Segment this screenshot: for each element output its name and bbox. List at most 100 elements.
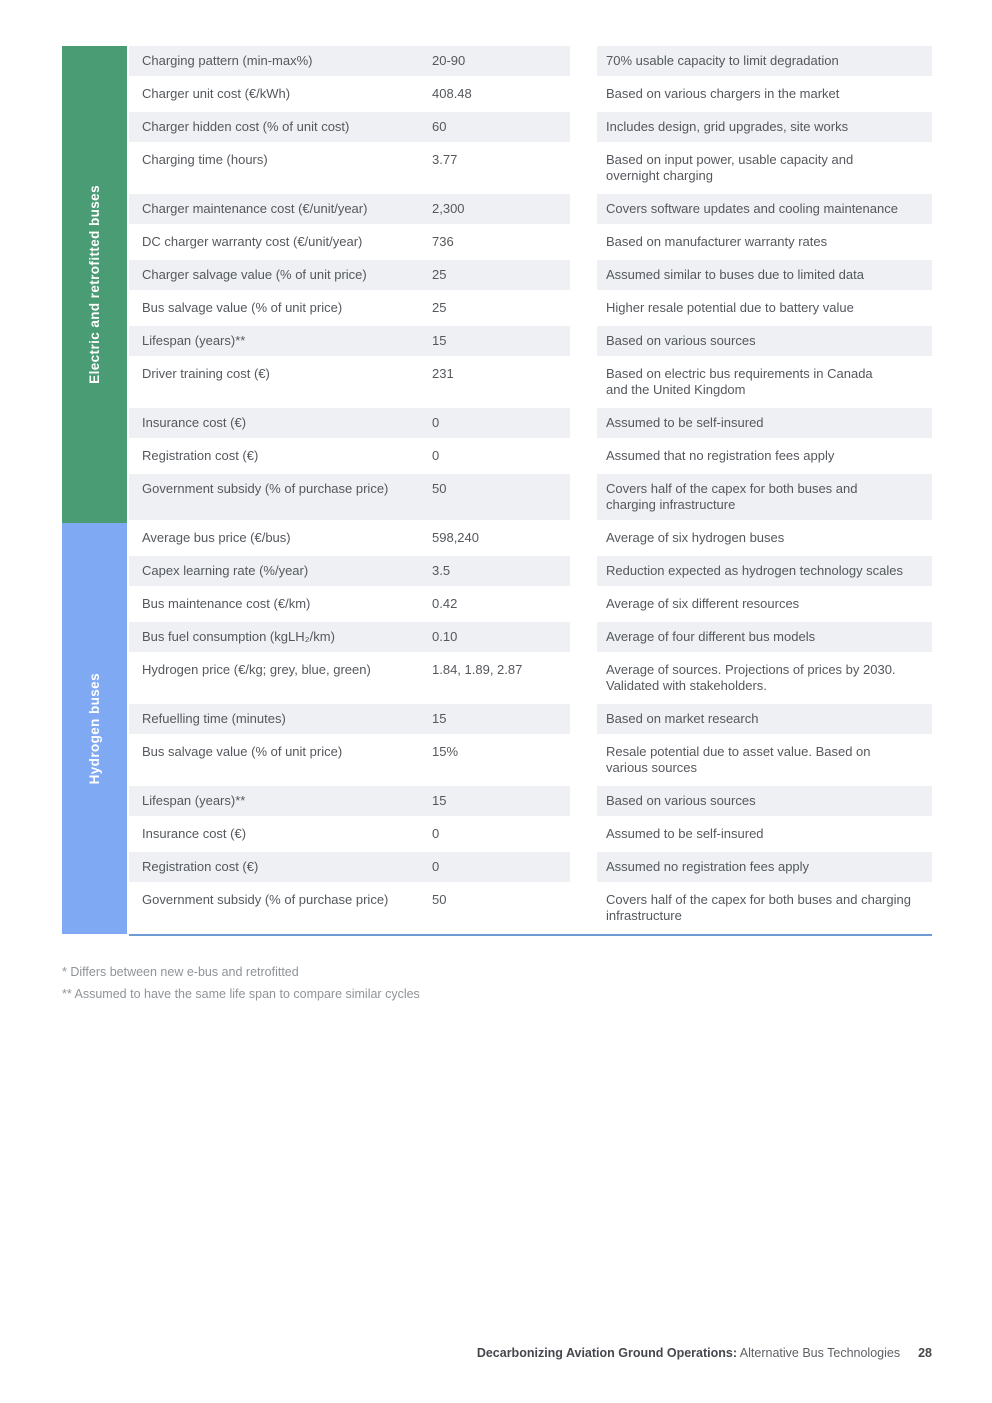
- parameter-name: Government subsidy (% of purchase price): [142, 892, 389, 907]
- row-band-left: Lifespan (years)** 15: [129, 326, 570, 356]
- parameter-name: Average bus price (€/bus): [142, 530, 291, 545]
- parameter-value: 15%: [432, 744, 459, 759]
- parameter-description: Based on various chargers in the market: [606, 86, 840, 101]
- parameter-value: 0: [432, 826, 440, 841]
- row-band-left: Charger hidden cost (% of unit cost) 60: [129, 112, 570, 142]
- row-band-left: Capex learning rate (%/year) 3.5: [129, 556, 570, 586]
- table-row: Insurance cost (€) 0 Assumed to be self-in…: [129, 819, 932, 849]
- row-band-left: Bus maintenance cost (€/km) 0.42: [129, 589, 570, 619]
- parameter-name: Bus salvage value (% of unit price): [142, 744, 343, 759]
- parameter-value: 0: [432, 415, 440, 430]
- row-band-left: Government subsidy (% of purchase price)…: [129, 474, 570, 520]
- row-band-left: Bus salvage value (% of unit price) 15%: [129, 737, 570, 783]
- parameter-value: 60: [432, 119, 447, 134]
- parameter-description: Based on input power, usable capacity an…: [606, 152, 854, 183]
- parameter-description: Assumed similar to buses due to limited …: [597, 260, 932, 290]
- parameter-description: Reduction expected as hydrogen technolog…: [597, 556, 932, 586]
- parameter-description: Based on various sources: [597, 326, 932, 356]
- table-bottom-rule: [129, 934, 932, 936]
- row-band-left: Insurance cost (€) 0: [129, 408, 570, 438]
- parameter-description: Includes design, grid upgrades, site wor…: [597, 112, 932, 142]
- table-row: Average bus price (€/bus) 598,240 Average …: [129, 523, 932, 553]
- section-electric: Electric and retrofitted buses Charging p…: [62, 46, 932, 523]
- document-title-regular: Alternative Bus Technologies: [737, 1346, 901, 1360]
- parameter-description: Resale potential due to asset value. Bas…: [606, 744, 871, 775]
- parameter-value: 15: [432, 333, 447, 348]
- parameter-description: Higher resale potential due to battery v…: [606, 300, 854, 315]
- row-band-left: Insurance cost (€) 0: [129, 819, 570, 849]
- table-row: Bus salvage value (% of unit price) 25 Hig…: [129, 293, 932, 323]
- row-band-left: Refuelling time (minutes) 15: [129, 704, 570, 734]
- section-rows: Average bus price (€/bus) 598,240 Average …: [129, 523, 932, 934]
- parameter-name: Lifespan (years)**: [142, 793, 246, 808]
- row-band-left: Bus fuel consumption (kgLH₂/km) 0.10: [129, 622, 570, 652]
- row-band-left: Charging pattern (min-max%) 20-90: [129, 46, 570, 76]
- parameter-value: 0.42: [432, 596, 458, 611]
- table-row: Bus salvage value (% of unit price) 15% Re…: [129, 737, 932, 783]
- table-row: Insurance cost (€) 0 Assumed to be self-in…: [129, 408, 932, 438]
- table-row: Charger salvage value (% of unit price) 2…: [129, 260, 932, 290]
- parameter-name: Government subsidy (% of purchase price): [142, 481, 389, 496]
- parameter-name: DC charger warranty cost (€/unit/year): [142, 234, 363, 249]
- parameter-value: 15: [432, 711, 447, 726]
- table-row: Lifespan (years)** 15 Based on various sou…: [129, 326, 932, 356]
- table-row: DC charger warranty cost (€/unit/year) 73…: [129, 227, 932, 257]
- parameter-value: 2,300: [432, 201, 465, 216]
- document-title-bold: Decarbonizing Aviation Ground Operations…: [476, 1346, 738, 1360]
- row-band-left: Driver training cost (€) 231: [129, 359, 570, 405]
- parameter-name: Charger maintenance cost (€/unit/year): [142, 201, 368, 216]
- parameter-name: Insurance cost (€): [142, 826, 247, 841]
- row-band-left: Average bus price (€/bus) 598,240: [129, 523, 570, 553]
- table-row: Registration cost (€) 0 Assumed that no re…: [129, 441, 932, 471]
- row-band-left: Hydrogen price (€/kg; grey, blue, green)…: [129, 655, 570, 701]
- row-band-left: Bus salvage value (% of unit price) 25: [129, 293, 570, 323]
- parameter-name: Bus salvage value (% of unit price): [142, 300, 343, 315]
- section-rows: Charging pattern (min-max%) 20-90 70% usab…: [129, 46, 932, 523]
- parameter-value: 736: [432, 234, 454, 249]
- table-row: Government subsidy (% of purchase price)…: [129, 885, 932, 931]
- table-row: Lifespan (years)** 15 Based on various sou…: [129, 786, 932, 816]
- parameter-name: Registration cost (€): [142, 448, 259, 463]
- table-row: Government subsidy (% of purchase price)…: [129, 474, 932, 520]
- parameter-value: 598,240: [432, 530, 479, 545]
- table-row: Charger unit cost (€/kWh) 408.48 Based on …: [129, 79, 932, 109]
- parameter-name: Charger hidden cost (% of unit cost): [142, 119, 350, 134]
- parameter-value: 20-90: [432, 53, 466, 68]
- parameter-value: 25: [432, 300, 447, 315]
- parameter-name: Charging pattern (min-max%): [142, 53, 313, 68]
- table-row: Registration cost (€) 0 Assumed no registr…: [129, 852, 932, 882]
- table-row: Bus fuel consumption (kgLH₂/km) 0.10 Avera…: [129, 622, 932, 652]
- parameter-description: Based on market research: [597, 704, 932, 734]
- parameter-value: 50: [432, 892, 447, 907]
- parameter-name: Driver training cost (€): [142, 366, 270, 381]
- parameter-name: Lifespan (years)**: [142, 333, 246, 348]
- parameter-value: 1.84, 1.89, 2.87: [432, 662, 523, 677]
- parameter-value: 0: [432, 859, 440, 874]
- parameter-name: Hydrogen price (€/kg; grey, blue, green): [142, 662, 371, 677]
- row-band-left: DC charger warranty cost (€/unit/year) 73…: [129, 227, 570, 257]
- parameter-value: 15: [432, 793, 447, 808]
- parameter-name: Charging time (hours): [142, 152, 268, 167]
- row-band-left: Charger unit cost (€/kWh) 408.48: [129, 79, 570, 109]
- parameter-description: Average of sources. Projections of price…: [606, 662, 896, 693]
- parameter-description: Average of six hydrogen buses: [606, 530, 785, 545]
- parameter-value: 3.5: [432, 563, 451, 578]
- parameter-description: Covers half of the capex for both buses …: [606, 892, 911, 923]
- section-label: Hydrogen buses: [87, 672, 102, 785]
- parameter-name: Bus maintenance cost (€/km): [142, 596, 311, 611]
- parameter-name: Insurance cost (€): [142, 415, 247, 430]
- parameter-description: 70% usable capacity to limit degradation: [597, 46, 932, 76]
- parameter-name: Bus fuel consumption (kgLH₂/km): [142, 629, 335, 644]
- parameter-name: Capex learning rate (%/year): [142, 563, 309, 578]
- footnote-double-asterisk: ** Assumed to have the same life span to…: [62, 987, 420, 1001]
- table-row: Bus maintenance cost (€/km) 0.42 Average o…: [129, 589, 932, 619]
- table-row: Charging pattern (min-max%) 20-90 70% usab…: [129, 46, 932, 76]
- row-band-left: Registration cost (€) 0: [129, 441, 570, 471]
- row-band-left: Charger salvage value (% of unit price) 2…: [129, 260, 570, 290]
- parameter-value: 408.48: [432, 86, 472, 101]
- parameter-description: Based on manufacturer warranty rates: [606, 234, 828, 249]
- parameter-description: Average of six different resources: [606, 596, 800, 611]
- parameter-value: 3.77: [432, 152, 458, 167]
- section-sidebar-hydrogen: Hydrogen buses: [62, 523, 127, 934]
- footnote-asterisk: * Differs between new e-bus and retrofit…: [62, 965, 299, 979]
